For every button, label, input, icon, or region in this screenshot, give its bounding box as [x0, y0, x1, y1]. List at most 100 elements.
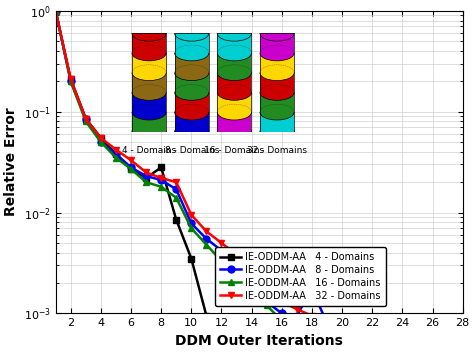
Ellipse shape	[260, 45, 294, 61]
IE-ODDM-AA   32 - Domains	[234, 253, 239, 257]
IE-ODDM-AA   32 - Domains	[219, 241, 224, 245]
IE-ODDM-AA   8 - Domains	[294, 314, 300, 318]
Ellipse shape	[132, 45, 166, 61]
Ellipse shape	[260, 124, 294, 140]
IE-ODDM-AA   4 - Domains	[113, 152, 119, 156]
Ellipse shape	[217, 25, 252, 41]
IE-ODDM-AA   8 - Domains	[324, 321, 330, 325]
IE-ODDM-AA   4 - Domains	[158, 165, 164, 170]
Polygon shape	[217, 33, 252, 53]
Polygon shape	[260, 93, 294, 112]
IE-ODDM-AA   16 - Domains	[53, 9, 58, 13]
Text: 16 - Domains: 16 - Domains	[204, 146, 264, 155]
Ellipse shape	[217, 124, 252, 140]
IE-ODDM-AA   32 - Domains	[264, 285, 270, 290]
Ellipse shape	[132, 65, 166, 81]
Polygon shape	[132, 93, 166, 112]
IE-ODDM-AA   8 - Domains	[264, 300, 270, 304]
Polygon shape	[260, 33, 294, 53]
IE-ODDM-AA   16 - Domains	[68, 79, 73, 83]
Polygon shape	[132, 33, 166, 53]
IE-ODDM-AA   4 - Domains	[203, 314, 209, 318]
Polygon shape	[174, 33, 209, 53]
IE-ODDM-AA   8 - Domains	[53, 9, 58, 13]
Polygon shape	[260, 53, 294, 73]
IE-ODDM-AA   4 - Domains	[189, 256, 194, 260]
IE-ODDM-AA   32 - Domains	[128, 158, 134, 162]
Polygon shape	[217, 73, 252, 93]
IE-ODDM-AA   16 - Domains	[158, 185, 164, 189]
Ellipse shape	[174, 45, 209, 61]
Ellipse shape	[217, 65, 252, 81]
IE-ODDM-AA   32 - Domains	[203, 229, 209, 233]
Ellipse shape	[260, 84, 294, 100]
Ellipse shape	[260, 104, 294, 120]
IE-ODDM-AA   16 - Domains	[279, 319, 284, 323]
Polygon shape	[174, 112, 209, 132]
IE-ODDM-AA   32 - Domains	[158, 176, 164, 180]
IE-ODDM-AA   8 - Domains	[83, 117, 89, 121]
IE-ODDM-AA   4 - Domains	[98, 136, 104, 140]
IE-ODDM-AA   4 - Domains	[128, 167, 134, 171]
IE-ODDM-AA   32 - Domains	[279, 300, 284, 304]
IE-ODDM-AA   16 - Domains	[143, 180, 149, 184]
IE-ODDM-AA   8 - Domains	[309, 287, 315, 291]
IE-ODDM-AA   16 - Domains	[173, 196, 179, 200]
Text: 8 - Domains: 8 - Domains	[164, 146, 219, 155]
Ellipse shape	[132, 104, 166, 120]
IE-ODDM-AA   32 - Domains	[113, 147, 119, 152]
Ellipse shape	[217, 104, 252, 120]
IE-ODDM-AA   32 - Domains	[68, 77, 73, 81]
Ellipse shape	[132, 124, 166, 140]
Text: 32 - Domains: 32 - Domains	[247, 146, 307, 155]
IE-ODDM-AA   8 - Domains	[219, 249, 224, 253]
Polygon shape	[174, 93, 209, 112]
Ellipse shape	[217, 84, 252, 100]
IE-ODDM-AA   32 - Domains	[309, 314, 315, 318]
Ellipse shape	[217, 45, 252, 61]
Ellipse shape	[174, 104, 209, 120]
IE-ODDM-AA   32 - Domains	[249, 263, 255, 268]
IE-ODDM-AA   16 - Domains	[249, 285, 255, 290]
IE-ODDM-AA   8 - Domains	[173, 187, 179, 191]
IE-ODDM-AA   4 - Domains	[83, 117, 89, 121]
Legend: IE-ODDM-AA   4 - Domains, IE-ODDM-AA   8 - Domains, IE-ODDM-AA   16 - Domains, I: IE-ODDM-AA 4 - Domains, IE-ODDM-AA 8 - D…	[215, 247, 386, 306]
IE-ODDM-AA   4 - Domains	[173, 218, 179, 222]
IE-ODDM-AA   32 - Domains	[83, 117, 89, 121]
X-axis label: DDM Outer Iterations: DDM Outer Iterations	[175, 334, 343, 348]
Polygon shape	[260, 112, 294, 132]
Polygon shape	[132, 73, 166, 93]
Ellipse shape	[260, 65, 294, 81]
IE-ODDM-AA   16 - Domains	[264, 303, 270, 308]
IE-ODDM-AA   4 - Domains	[68, 77, 73, 81]
Line: IE-ODDM-AA   4 - Domains: IE-ODDM-AA 4 - Domains	[52, 7, 210, 319]
Ellipse shape	[132, 84, 166, 100]
IE-ODDM-AA   8 - Domains	[128, 165, 134, 170]
IE-ODDM-AA   16 - Domains	[128, 167, 134, 171]
Polygon shape	[217, 112, 252, 132]
Ellipse shape	[260, 25, 294, 41]
Polygon shape	[174, 53, 209, 73]
Polygon shape	[260, 73, 294, 93]
IE-ODDM-AA   16 - Domains	[234, 277, 239, 281]
IE-ODDM-AA   32 - Domains	[53, 9, 58, 13]
Polygon shape	[174, 73, 209, 93]
IE-ODDM-AA   8 - Domains	[189, 221, 194, 226]
Polygon shape	[132, 112, 166, 132]
Ellipse shape	[174, 25, 209, 41]
Line: IE-ODDM-AA   8 - Domains: IE-ODDM-AA 8 - Domains	[52, 7, 330, 327]
Y-axis label: Relative Error: Relative Error	[4, 108, 18, 216]
IE-ODDM-AA   32 - Domains	[173, 180, 179, 184]
IE-ODDM-AA   8 - Domains	[158, 178, 164, 182]
IE-ODDM-AA   8 - Domains	[143, 174, 149, 178]
IE-ODDM-AA   8 - Domains	[249, 277, 255, 281]
IE-ODDM-AA   32 - Domains	[294, 307, 300, 312]
IE-ODDM-AA   16 - Domains	[189, 226, 194, 230]
IE-ODDM-AA   32 - Domains	[98, 136, 104, 140]
IE-ODDM-AA   32 - Domains	[143, 170, 149, 175]
Ellipse shape	[174, 65, 209, 81]
Polygon shape	[217, 93, 252, 112]
Polygon shape	[132, 53, 166, 73]
IE-ODDM-AA   32 - Domains	[189, 213, 194, 217]
IE-ODDM-AA   16 - Domains	[98, 140, 104, 144]
